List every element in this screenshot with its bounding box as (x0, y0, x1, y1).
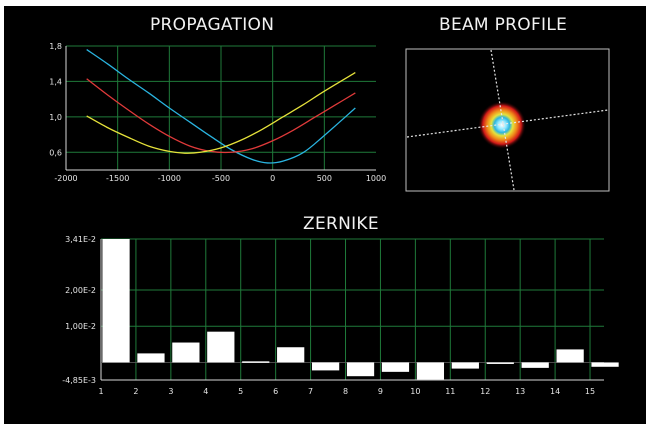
zernike-x-tick-label: 1 (98, 387, 103, 396)
zernike-bar-12 (486, 362, 514, 364)
zernike-bar-1 (102, 239, 130, 363)
zernike-bar-2 (137, 353, 165, 363)
propagation-y-tick-label: 1,8 (49, 42, 62, 51)
zernike-bar-9 (381, 362, 410, 372)
zernike-x-tick-label: 5 (238, 387, 243, 396)
zernike-x-tick-label: 9 (378, 387, 383, 396)
zernike-x-tick-label: 8 (343, 387, 348, 396)
zernike-y-tick-label: 3,41E-2 (65, 235, 96, 244)
propagation-y-tick-label: 1,0 (49, 113, 62, 122)
zernike-x-tick-label: 6 (273, 387, 278, 396)
propagation-x-tick-label: 0 (270, 174, 275, 183)
zernike-x-tick-label: 4 (203, 387, 208, 396)
zernike-x-tick-label: 14 (550, 387, 560, 396)
propagation-series-line-1 (86, 49, 356, 164)
analyzer-display: PROPAGATION BEAM PROFILE ZERNIKE 0,6 1,0 1… (4, 6, 646, 424)
zernike-title: ZERNIKE (303, 214, 379, 234)
propagation-x-tick-label: -2000 (54, 174, 77, 183)
propagation-series-line-3 (86, 72, 356, 154)
propagation-y-tick-label: 0,6 (49, 148, 62, 157)
zernike-bar-3 (172, 342, 200, 363)
zernike-x-tick-label: 2 (133, 387, 138, 396)
zernike-bar-4 (207, 331, 235, 363)
zernike-y-tick-label: 2,00E-2 (65, 286, 96, 295)
zernike-bar-8 (346, 362, 375, 377)
zernike-bar-7 (311, 362, 340, 371)
zernike-x-tick-label: 11 (445, 387, 455, 396)
propagation-y-tick-label: 1,4 (49, 77, 62, 86)
zernike-x-tick-label: 10 (410, 387, 420, 396)
propagation-title: PROPAGATION (150, 15, 275, 35)
propagation-chart: 0,6 1,0 1,4 1,8 -2000 -1500 -1000 -500 0 500 1000 (49, 42, 386, 183)
zernike-bar-5 (242, 361, 270, 363)
zernike-bar-10 (416, 362, 445, 380)
beam-profile-title: BEAM PROFILE (439, 15, 568, 35)
zernike-bar-6 (277, 347, 305, 363)
propagation-x-tick-label: -500 (212, 174, 230, 183)
propagation-x-tick-label: 500 (317, 174, 332, 183)
zernike-x-tick-label: 3 (168, 387, 173, 396)
zernike-bar-14 (556, 349, 584, 363)
zernike-bar-13 (521, 362, 549, 368)
zernike-x-tick-label: 12 (480, 387, 490, 396)
zernike-bar-15 (591, 362, 619, 367)
zernike-x-tick-label: 15 (585, 387, 595, 396)
zernike-chart: -4,85E-31,00E-22,00E-23,41E-21 2 3 4 5 6 7 8 9 10… (62, 235, 619, 396)
zernike-x-tick-label: 13 (515, 387, 525, 396)
propagation-x-tick-label: -1500 (106, 174, 129, 183)
propagation-x-tick-label: 1000 (366, 174, 386, 183)
zernike-x-tick-label: 7 (308, 387, 313, 396)
propagation-series-line-2 (86, 78, 356, 154)
zernike-y-tick-label: -4,85E-3 (62, 376, 96, 385)
zernike-bar-11 (451, 362, 479, 369)
propagation-x-tick-label: -1000 (158, 174, 181, 183)
zernike-y-tick-label: 1,00E-2 (65, 322, 96, 331)
